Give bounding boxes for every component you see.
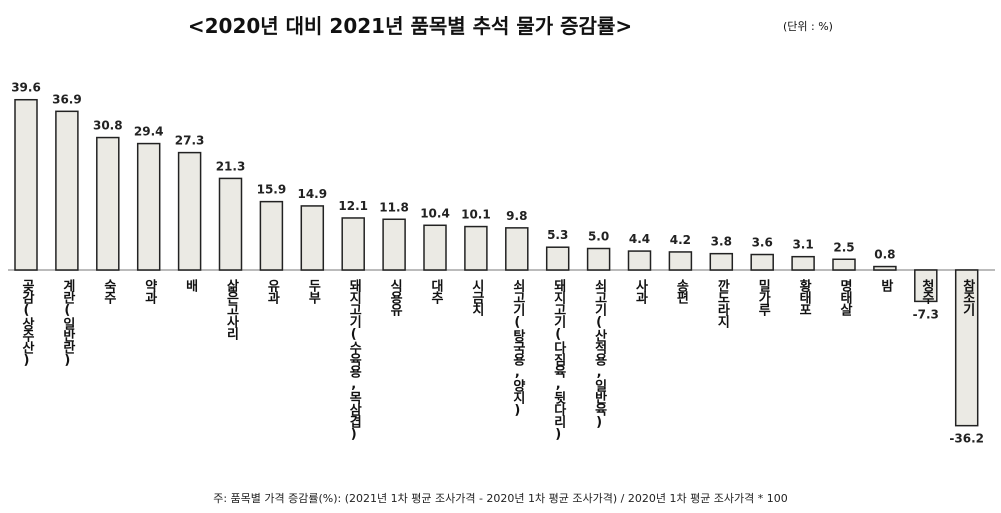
category-label: 식용유	[387, 279, 403, 315]
value-label: 39.6	[11, 81, 41, 95]
value-label: 3.1	[792, 238, 813, 252]
bar	[750, 253, 774, 271]
bar	[586, 247, 611, 271]
category-label: 계란(일반란)	[59, 279, 75, 367]
category-label: 참조기	[959, 279, 975, 315]
value-label: 10.1	[461, 208, 491, 222]
category-label: 밀가루	[755, 279, 771, 315]
category-label: 숙주	[100, 279, 116, 303]
category-label: 명태살	[837, 279, 852, 315]
value-label: 3.6	[752, 236, 773, 250]
category-label: 밤	[877, 279, 893, 291]
bar	[832, 258, 856, 271]
bar	[668, 251, 693, 271]
unit-label: (단위 : %)	[783, 20, 833, 33]
category-label: 청주	[918, 279, 934, 303]
value-label: 5.0	[588, 230, 609, 244]
value-label: 2.5	[833, 240, 854, 254]
value-label: 5.3	[547, 228, 568, 242]
bar	[259, 200, 284, 271]
chart-title: <2020년 대비 2021년 품목별 추석 물가 증감률>	[187, 14, 633, 38]
value-label: -36.2	[949, 432, 984, 446]
bar	[873, 265, 897, 271]
bar	[136, 142, 161, 271]
bar	[914, 269, 938, 303]
bar	[177, 151, 202, 271]
value-label: 12.1	[338, 199, 368, 213]
category-label: 유과	[264, 279, 280, 303]
value-label: 9.8	[506, 209, 527, 223]
bar	[218, 177, 243, 271]
category-label: 쇠고기(탕국용,양지)	[509, 279, 525, 417]
category-label: 송편	[673, 279, 689, 303]
bar	[300, 205, 325, 271]
value-label: 14.9	[297, 187, 327, 201]
bar	[545, 246, 570, 271]
bar	[627, 250, 652, 271]
bar	[96, 136, 120, 271]
value-label: 3.8	[711, 235, 732, 249]
category-label: 두부	[305, 279, 321, 303]
bar	[423, 224, 447, 271]
category-label: 배	[182, 279, 198, 291]
category-label: 쇠고기(산적용,일반육)	[591, 279, 607, 429]
bar	[954, 269, 979, 427]
bar	[382, 218, 406, 271]
bar	[791, 255, 815, 271]
value-label: 4.4	[629, 232, 650, 246]
category-label: 돼지고기(다짐육,뒷다리)	[550, 279, 566, 441]
category-label: 돼지고기(수육용,목삼겹)	[346, 279, 362, 441]
value-label: -7.3	[913, 307, 939, 321]
value-label: 0.8	[874, 248, 895, 262]
value-label: 15.9	[257, 183, 287, 197]
value-label: 36.9	[52, 92, 82, 106]
category-label: 황태포	[796, 279, 812, 315]
category-label: 약과	[141, 279, 157, 303]
value-label: 4.2	[670, 233, 691, 247]
category-label: 시금치	[468, 279, 484, 315]
bar	[14, 98, 38, 271]
bar	[55, 110, 79, 271]
bar	[505, 227, 529, 271]
category-label: 삶은고사리	[223, 279, 239, 339]
value-label: 11.8	[379, 200, 409, 214]
category-label: 깐도라지	[714, 279, 730, 327]
bar	[341, 217, 365, 271]
value-label: 30.8	[93, 119, 123, 133]
category-label: 사과	[632, 279, 648, 303]
value-label: 10.4	[420, 206, 450, 220]
bar	[464, 225, 488, 271]
bar	[709, 252, 734, 271]
category-label: 곶감(상주산)	[19, 279, 34, 367]
value-label: 21.3	[216, 159, 246, 173]
value-label: 29.4	[134, 125, 164, 139]
value-label: 27.3	[175, 134, 205, 148]
footnote: 주: 품목별 가격 증감률(%): (2021년 1차 평균 조사가격 - 20…	[213, 492, 788, 505]
category-label: 대추	[428, 279, 443, 303]
